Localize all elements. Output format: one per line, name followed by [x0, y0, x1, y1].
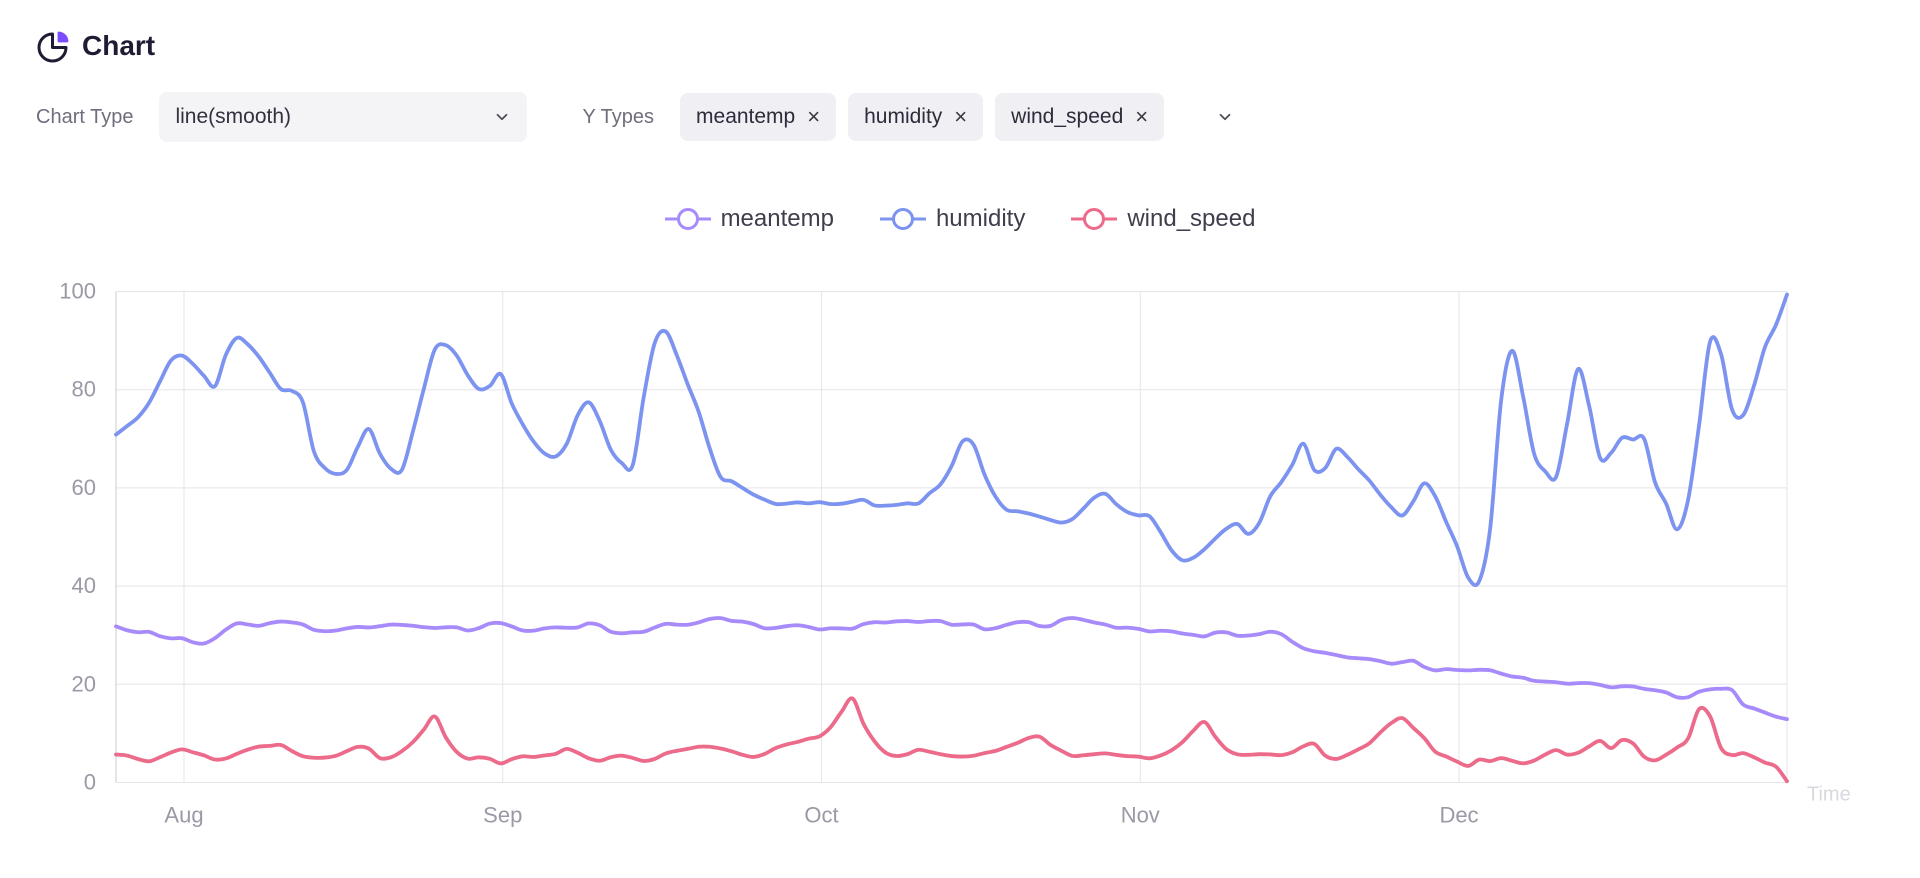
- svg-text:Aug: Aug: [164, 803, 203, 828]
- svg-text:80: 80: [72, 377, 96, 402]
- svg-text:20: 20: [72, 671, 96, 696]
- svg-text:40: 40: [72, 573, 96, 598]
- svg-text:Nov: Nov: [1121, 803, 1160, 828]
- svg-text:Dec: Dec: [1439, 803, 1478, 828]
- svg-text:Time: Time: [1807, 784, 1851, 806]
- svg-text:Sep: Sep: [483, 803, 522, 828]
- svg-text:100: 100: [59, 279, 96, 304]
- svg-text:Oct: Oct: [804, 803, 838, 828]
- svg-text:60: 60: [72, 475, 96, 500]
- svg-text:0: 0: [84, 770, 96, 795]
